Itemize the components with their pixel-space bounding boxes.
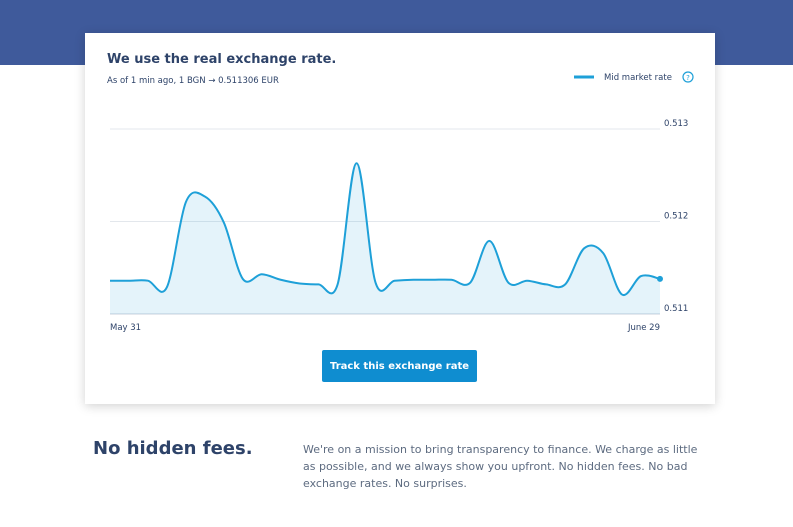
chart-subtitle: As of 1 min ago, 1 BGN → 0.511306 EUR: [107, 76, 279, 86]
help-icon[interactable]: [682, 71, 694, 83]
end-point: [657, 275, 663, 282]
section-heading: No hidden fees.: [93, 438, 253, 459]
chart: We use the real exchange rate. As of 1 m…: [107, 52, 694, 333]
y-tick-label: 0.512: [664, 212, 688, 222]
chart-title: We use the real exchange rate.: [107, 52, 336, 67]
help-icon-mark[interactable]: ?: [686, 74, 690, 82]
y-tick-label: 0.513: [664, 119, 688, 129]
x-tick-label: May 31: [110, 323, 141, 333]
legend-label: Mid market rate: [604, 73, 672, 83]
section-body: We're on a mission to bring transparency…: [303, 443, 698, 490]
area: [110, 163, 660, 314]
x-tick-label: June 29: [627, 323, 660, 333]
track-button[interactable]: Track this exchange rate: [322, 350, 477, 382]
line: [110, 162, 661, 296]
card: We use the real exchange rate. As of 1 m…: [85, 33, 715, 404]
y-tick-label: 0.511: [664, 304, 688, 314]
